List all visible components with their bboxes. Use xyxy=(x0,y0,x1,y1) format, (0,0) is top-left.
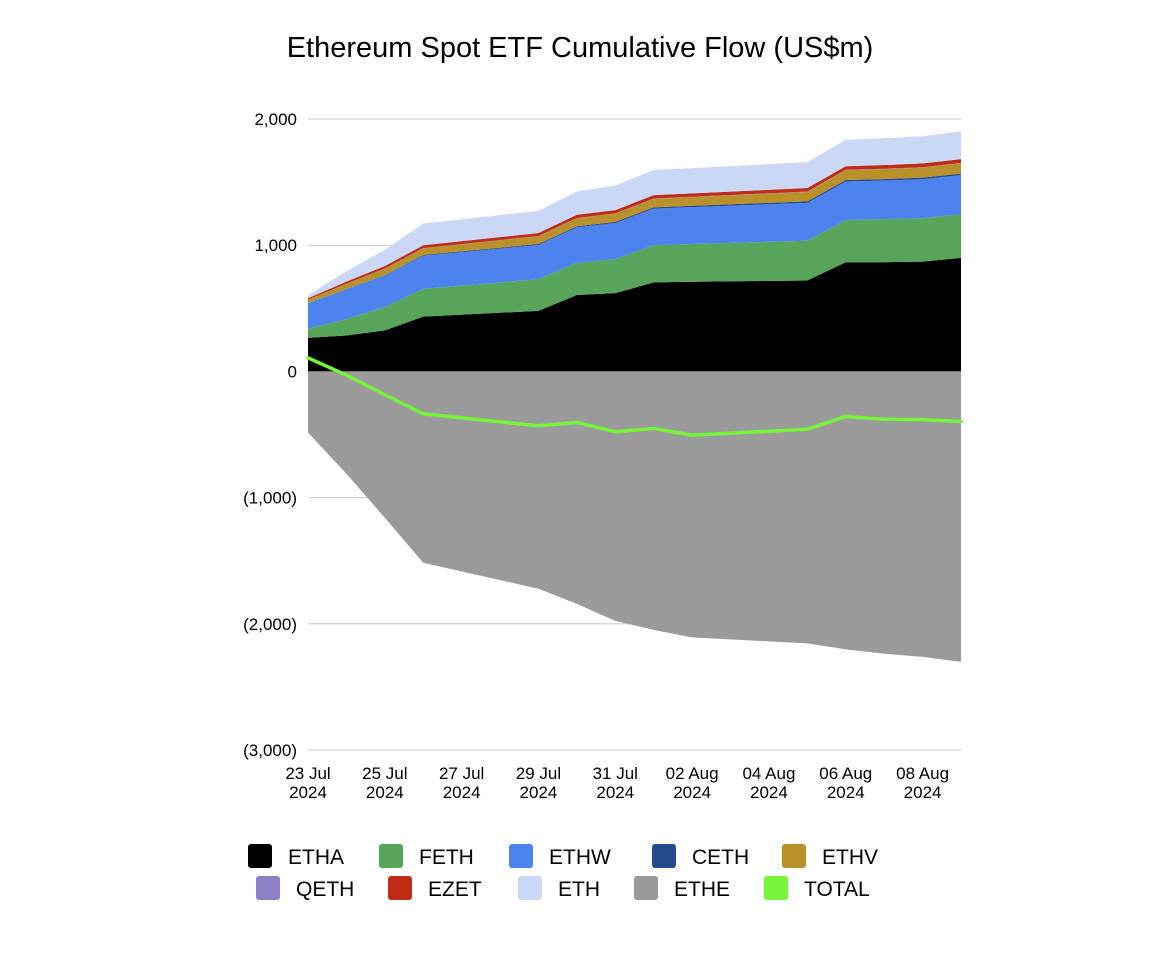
x-tick-label-year: 2024 xyxy=(289,783,327,802)
x-tick-label: 06 Aug xyxy=(819,764,872,783)
legend-item-ezet: EZET xyxy=(388,876,482,901)
legend-swatch xyxy=(388,876,412,900)
legend-swatch xyxy=(782,844,806,868)
legend-label: ETHA xyxy=(288,846,344,869)
legend-swatch xyxy=(652,844,676,868)
x-tick-label: 29 Jul xyxy=(516,764,561,783)
x-tick-label: 27 Jul xyxy=(439,764,484,783)
legend: ETHA FETH ETHW CETH ETHV QETH EZET ETH ETHE TOTAL xyxy=(248,844,878,901)
legend-item-ethe: ETHE xyxy=(634,876,730,901)
x-tick-label-year: 2024 xyxy=(520,783,558,802)
y-axis-tick-labels: 2,000 1,000 0 (1,000) (2,000) (3,000) xyxy=(243,110,297,760)
x-tick-label-year: 2024 xyxy=(904,783,942,802)
x-tick-label: 04 Aug xyxy=(742,764,795,783)
legend-label: TOTAL xyxy=(804,878,870,901)
x-tick-label: 08 Aug xyxy=(896,764,949,783)
legend-item-feth: FETH xyxy=(379,844,474,869)
x-tick-label-year: 2024 xyxy=(673,783,711,802)
line-series xyxy=(306,356,963,438)
y-tick-label: (1,000) xyxy=(243,489,297,508)
line-total xyxy=(306,356,963,438)
x-tick-label: 23 Jul xyxy=(285,764,330,783)
legend-label: ETHV xyxy=(822,846,878,869)
x-tick-label-year: 2024 xyxy=(827,783,865,802)
x-tick-label: 02 Aug xyxy=(666,764,719,783)
legend-label: ETHW xyxy=(549,846,611,869)
legend-item-eth: ETH xyxy=(518,876,600,901)
y-tick-label: (3,000) xyxy=(243,741,297,760)
x-tick-label-year: 2024 xyxy=(750,783,788,802)
legend-swatch xyxy=(518,876,542,900)
legend-swatch xyxy=(509,844,533,868)
legend-label: EZET xyxy=(428,878,482,901)
legend-item-ceth: CETH xyxy=(652,844,749,869)
area-ethe xyxy=(308,371,961,662)
area-eth xyxy=(308,131,961,299)
legend-swatch xyxy=(634,876,658,900)
y-tick-label: 2,000 xyxy=(254,110,297,129)
legend-swatch xyxy=(379,844,403,868)
x-tick-label-year: 2024 xyxy=(443,783,481,802)
legend-label: QETH xyxy=(296,878,354,901)
y-tick-label: 1,000 xyxy=(254,236,297,255)
area-ethw xyxy=(308,175,961,329)
legend-item-qeth: QETH xyxy=(256,876,354,901)
legend-label: ETHE xyxy=(674,878,730,901)
legend-swatch xyxy=(248,844,272,868)
legend-swatch xyxy=(256,876,280,900)
legend-label: CETH xyxy=(692,846,749,869)
y-tick-label: 0 xyxy=(288,362,297,381)
area-etha xyxy=(308,257,961,372)
y-tick-label: (2,000) xyxy=(243,615,297,634)
area-feth xyxy=(308,214,961,338)
chart-title: Ethereum Spot ETF Cumulative Flow (US$m) xyxy=(287,32,874,64)
legend-item-etha: ETHA xyxy=(248,844,344,869)
x-tick-label-year: 2024 xyxy=(596,783,634,802)
legend-item-ethw: ETHW xyxy=(509,844,611,869)
area-series xyxy=(308,131,961,662)
x-tick-label: 31 Jul xyxy=(593,764,638,783)
legend-label: ETH xyxy=(558,878,600,901)
legend-item-ethv: ETHV xyxy=(782,844,878,869)
x-tick-label-year: 2024 xyxy=(366,783,404,802)
area-ethv xyxy=(308,163,961,304)
legend-swatch xyxy=(764,876,788,900)
legend-label: FETH xyxy=(419,846,474,869)
legend-item-total: TOTAL xyxy=(764,876,870,901)
x-tick-label: 25 Jul xyxy=(362,764,407,783)
